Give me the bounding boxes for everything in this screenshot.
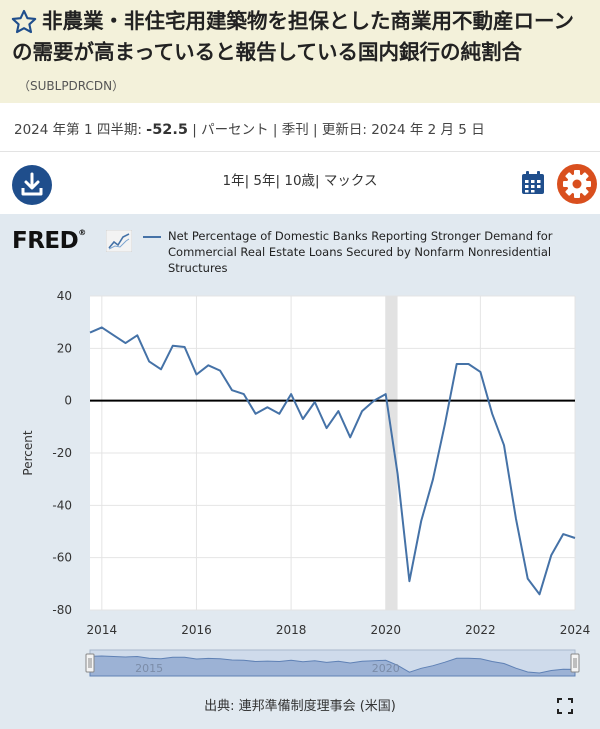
navigator-handle-right[interactable]: [570, 653, 580, 673]
chart-panel: FRED® Net Percentage of Domestic Banks R…: [0, 214, 600, 729]
data-point: [219, 370, 221, 372]
fred-logo: FRED®: [12, 228, 86, 254]
data-point: [255, 413, 257, 415]
data-point: [172, 345, 174, 347]
x-tick-label: 2020: [370, 623, 401, 637]
page-title: 非農業・非住宅用建築物を担保とした商業用不動産ローンの需要が高まっていると報告し…: [12, 9, 574, 93]
data-point: [456, 363, 458, 365]
data-point: [113, 334, 115, 336]
data-point: [207, 364, 209, 366]
range-1y[interactable]: 1年: [222, 173, 245, 189]
data-point: [231, 389, 233, 391]
data-point: [515, 517, 517, 519]
calendar-icon[interactable]: [519, 169, 547, 197]
data-point: [290, 393, 292, 395]
data-point: [302, 418, 304, 420]
source-note: 出典: 連邦準備制度理事会 (米国): [204, 699, 396, 714]
latest-value: -52.5: [146, 122, 188, 138]
x-tick-label: 2016: [181, 623, 212, 637]
data-point: [479, 371, 481, 373]
data-point: [574, 537, 576, 539]
data-point: [195, 374, 197, 376]
data-point: [136, 334, 138, 336]
data-point: [539, 593, 541, 595]
fred-chart-icon: [106, 230, 132, 252]
y-tick-label: 40: [57, 289, 72, 303]
x-tick-label: 2014: [87, 623, 118, 637]
line-chart[interactable]: 40 20 0 -20 -40 -60 -80 2014 2016 2018 2020 2022 202…: [0, 214, 600, 689]
data-point: [266, 406, 268, 408]
data-point: [397, 473, 399, 475]
data-point: [148, 360, 150, 362]
data-point: [326, 427, 328, 429]
y-axis-label: Percent: [21, 430, 35, 475]
y-tick-label: -20: [52, 446, 72, 460]
navigator-handle-left[interactable]: [85, 653, 95, 673]
date-range-selector: 1年| 5年| 10歳| マックス: [222, 173, 378, 189]
y-tick-label: -80: [52, 603, 72, 617]
data-point: [420, 520, 422, 522]
x-tick-label: 2022: [465, 623, 496, 637]
y-tick-label: 20: [57, 341, 72, 355]
data-point: [278, 413, 280, 415]
y-tick-label: -60: [52, 551, 72, 565]
data-point: [562, 533, 564, 535]
meta-details: | パーセント | 季刊 | 更新日: 2024 年 2 月 5 日: [187, 122, 485, 138]
x-tick-label: 2024: [560, 623, 591, 637]
download-icon: [21, 172, 43, 196]
series-header: 非農業・非住宅用建築物を担保とした商業用不動産ローンの需要が高まっていると報告し…: [0, 0, 600, 103]
gear-icon: [563, 170, 591, 198]
legend-entry: Net Percentage of Domestic Banks Reporti…: [168, 229, 553, 275]
recession-band: [385, 296, 398, 610]
y-tick-label: -40: [52, 498, 72, 512]
data-point: [361, 410, 363, 412]
data-point: [408, 580, 410, 582]
data-point: [101, 326, 103, 328]
data-point: [527, 578, 529, 580]
data-point: [503, 444, 505, 446]
data-point: [243, 393, 245, 395]
data-point: [550, 554, 552, 556]
data-point: [314, 401, 316, 403]
data-point: [444, 423, 446, 425]
data-point: [337, 410, 339, 412]
x-tick-label: 2018: [276, 623, 307, 637]
range-max[interactable]: マックス: [323, 173, 378, 189]
y-tick-label: 0: [64, 394, 72, 408]
data-point: [432, 478, 434, 480]
data-point: [349, 436, 351, 438]
navigator-label: 2015: [135, 662, 163, 675]
data-point: [160, 368, 162, 370]
range-10y[interactable]: 10歳: [284, 173, 316, 189]
navigator-area: [89, 655, 576, 677]
data-point: [184, 346, 186, 348]
series-meta: 2024 年第 1 四半期: -52.5 | パーセント | 季刊 | 更新日:…: [14, 118, 485, 138]
data-point: [491, 413, 493, 415]
download-button[interactable]: [12, 165, 52, 205]
data-point: [373, 400, 375, 402]
legend-swatch: [143, 236, 161, 238]
data-point: [385, 393, 387, 395]
range-5y[interactable]: 5年: [253, 173, 276, 189]
star-icon[interactable]: [10, 8, 38, 36]
settings-button[interactable]: [557, 164, 597, 204]
meta-period: 2024 年第 1 四半期:: [14, 122, 147, 138]
data-point: [468, 363, 470, 365]
data-point: [89, 332, 91, 334]
data-point: [124, 342, 126, 344]
fullscreen-icon[interactable]: [556, 697, 574, 715]
divider: [0, 151, 600, 152]
navigator-label: 2020: [372, 662, 400, 675]
series-line: [89, 326, 576, 596]
series-id: （SUBLPDRCDN）: [18, 79, 125, 93]
